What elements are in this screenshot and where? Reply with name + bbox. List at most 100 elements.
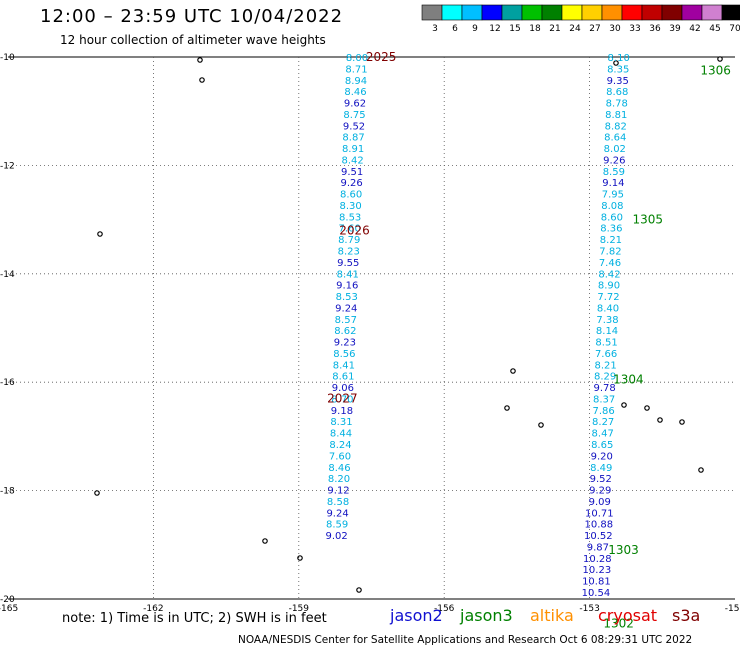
track-value-label: 8.27	[592, 417, 614, 428]
track-value-label: 9.62	[344, 99, 366, 110]
track-value-label: 8.75	[343, 110, 365, 121]
island-outline	[679, 419, 685, 425]
track-value-label: 8.20	[328, 474, 350, 485]
colorbar-label: 21	[549, 24, 560, 34]
track-value-label: 8.71	[345, 64, 367, 75]
track-value-label: 8.35	[607, 64, 629, 75]
page-subtitle: 12 hour collection of altimeter wave hei…	[60, 33, 326, 47]
colorbar-label: 42	[689, 24, 700, 34]
track-value-label: 9.55	[337, 258, 359, 269]
colorbar-swatch	[481, 4, 503, 21]
track-value-label: 8.79	[338, 235, 360, 246]
y-tick-label: -20	[0, 595, 15, 605]
island-outline	[199, 77, 205, 83]
y-tick-label: -10	[0, 53, 15, 63]
track-value-label: 8.94	[345, 76, 367, 87]
island-outline	[538, 422, 544, 428]
track-value-label: 8.46	[344, 87, 366, 98]
track-value-label: 7.95	[602, 190, 624, 201]
colorbar-label: 15	[509, 24, 520, 34]
track-value-label: 7.46	[599, 258, 621, 269]
y-tick-label: -14	[0, 270, 15, 280]
island-outline	[657, 417, 663, 423]
colorbar-swatch	[561, 4, 583, 21]
track-value-label: 8.57	[335, 315, 357, 326]
island-outline	[97, 231, 103, 237]
track-value-label: 10.54	[582, 588, 611, 599]
legend-jason2: jason2	[390, 606, 443, 625]
track-id-label: 1306	[700, 64, 731, 78]
island-outline	[621, 402, 627, 408]
colorbar-swatch	[601, 4, 623, 21]
track-id-label: 2026	[339, 223, 370, 237]
track-value-label: 8.90	[598, 281, 620, 292]
colorbar-swatch	[641, 4, 663, 21]
island-outline	[698, 467, 704, 473]
colorbar-swatch	[421, 4, 443, 21]
island-outline	[197, 57, 203, 63]
track-value-label: 8.65	[591, 440, 613, 451]
island-outline	[94, 490, 100, 496]
track-value-label: 8.81	[605, 110, 627, 121]
track-value-label: 9.02	[325, 531, 347, 542]
track-value-label: 10.81	[582, 577, 611, 588]
x-tick-label: -159	[289, 604, 310, 614]
y-tick-label: -16	[0, 378, 15, 388]
track-value-label: 8.21	[600, 235, 622, 246]
track-value-label: 8.64	[604, 133, 626, 144]
track-value-label: 7.60	[339, 224, 361, 235]
x-tick-label: -153	[579, 604, 599, 614]
track-value-label: 8.53	[339, 212, 361, 223]
track-id-label: 1304	[613, 372, 644, 386]
track-value-label: 8.62	[334, 326, 356, 337]
legend-altika: altika	[530, 606, 574, 625]
track-value-label: 8.56	[333, 349, 355, 360]
track-value-label: 9.24	[326, 508, 348, 519]
track-value-label: 8.82	[605, 121, 627, 132]
colorbar-swatch	[541, 4, 563, 21]
track-value-label: 10.23	[583, 565, 612, 576]
x-tick-label: -156	[434, 604, 455, 614]
track-value-label: 8.24	[329, 440, 351, 451]
track-value-label: 9.35	[607, 76, 629, 87]
track-value-label: 8.60	[340, 190, 362, 201]
track-value-label: 8.10	[608, 53, 630, 64]
x-tick-label: -165	[0, 604, 18, 614]
track-value-label: 7.60	[329, 451, 351, 462]
island-outline	[613, 60, 619, 66]
colorbar-label: 24	[569, 24, 581, 34]
colorbar-swatch	[721, 4, 740, 21]
track-value-label: 10.28	[583, 554, 612, 565]
track-value-label: 8.40	[597, 303, 619, 314]
track-value-label: 8.78	[606, 99, 628, 110]
colorbar-label: 27	[589, 24, 600, 34]
track-value-label: 9.20	[591, 451, 613, 462]
colorbar-label: 6	[452, 24, 458, 34]
colorbar-swatch	[501, 4, 523, 21]
track-id-label: 1303	[608, 543, 639, 557]
track-value-label: 8.68	[606, 87, 628, 98]
legend-s3a: s3a	[672, 606, 701, 625]
track-value-label: 9.26	[603, 155, 625, 166]
y-tick-label: -12	[0, 161, 15, 171]
track-value-label: 9.29	[589, 486, 611, 497]
track-value-label: 10.52	[584, 531, 613, 542]
track-value-label: 9.52	[590, 474, 612, 485]
track-value-label: 8.42	[341, 155, 363, 166]
colorbar-swatch	[461, 4, 483, 21]
track-value-label: 8.41	[333, 360, 355, 371]
track-value-label: 8.49	[590, 463, 612, 474]
colorbar-label: 9	[472, 24, 478, 34]
track-value-label: 8.53	[336, 292, 358, 303]
track-value-label: 8.70	[331, 394, 353, 405]
track-value-label: 9.51	[341, 167, 363, 178]
track-value-label: 7.82	[599, 246, 621, 257]
track-value-label: 8.21	[594, 360, 616, 371]
colorbar-label: 12	[489, 24, 500, 34]
colorbar-label: 18	[529, 24, 541, 34]
colorbar-label: 3	[432, 24, 438, 34]
colorbar-swatch	[521, 4, 543, 21]
footer-note: note: 1) Time is in UTC; 2) SWH is in fe…	[62, 611, 327, 626]
legend-cryosat: cryosat	[598, 606, 658, 625]
